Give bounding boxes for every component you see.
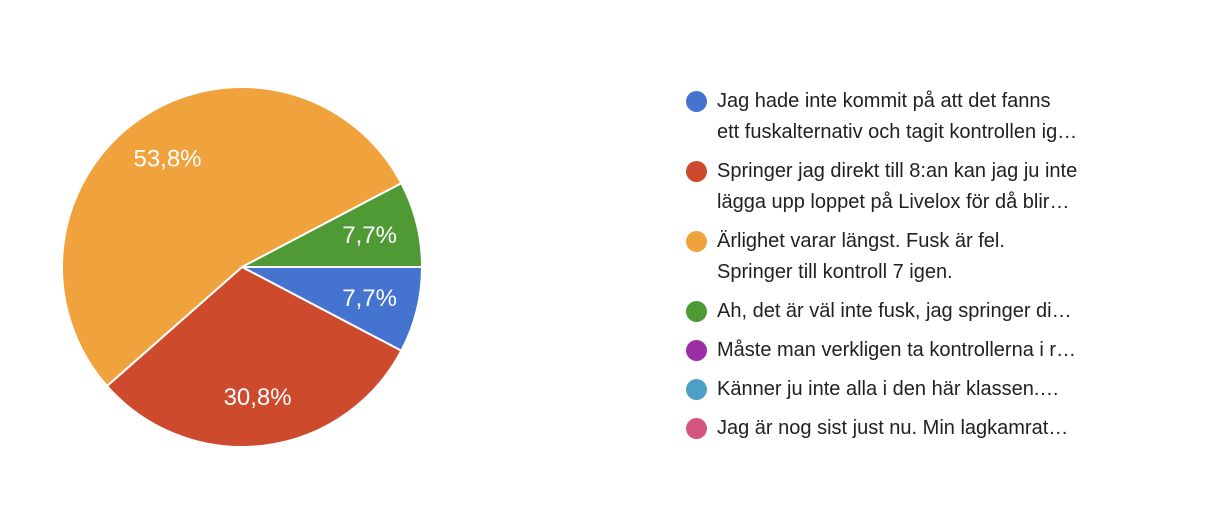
pie-slice-percent-label: 30,8%	[224, 384, 292, 411]
legend-swatch-icon	[686, 379, 707, 400]
pie-slice	[105, 266, 403, 449]
legend-item-2: Springer jag direkt till 8:an kan jag ju…	[686, 156, 1077, 218]
legend-swatch-icon	[686, 301, 707, 322]
legend-label: Ärlighet varar längst. Fusk är fel. Spri…	[717, 230, 1005, 283]
legend-item-3: Ärlighet varar längst. Fusk är fel. Spri…	[686, 226, 1077, 288]
legend-swatch-icon	[686, 231, 707, 252]
legend-label: Måste man verkligen ta kontrollerna i r…	[717, 339, 1077, 361]
legend-swatch-icon	[686, 161, 707, 182]
pie-slice-percent-label: 7,7%	[342, 285, 397, 312]
pie-slice-percent-label: 7,7%	[342, 222, 397, 249]
pie-slice	[241, 182, 423, 268]
legend-swatch-icon	[686, 340, 707, 361]
pie-slice-percent-label: 53,8%	[133, 145, 201, 172]
chart-legend: Jag hade inte kommit på att det fanns et…	[686, 86, 1077, 444]
legend-swatch-icon	[686, 418, 707, 439]
pie-chart-svg: 7,7% 30,8% 53,8% 7,7%	[61, 86, 423, 449]
legend-label: Känner ju inte alla i den här klassen.…	[717, 378, 1060, 400]
pie-slice	[61, 86, 403, 388]
legend-swatch-icon	[686, 91, 707, 112]
legend-label: Ah, det är väl inte fusk, jag springer d…	[717, 300, 1072, 322]
legend-item-1: Jag hade inte kommit på att det fanns et…	[686, 86, 1077, 148]
legend-label: Jag är nog sist just nu. Min lagkamrat…	[717, 417, 1069, 439]
legend-item-4: Ah, det är väl inte fusk, jag springer d…	[686, 296, 1077, 327]
legend-item-6: Känner ju inte alla i den här klassen.…	[686, 374, 1077, 405]
legend-item-5: Måste man verkligen ta kontrollerna i r…	[686, 335, 1077, 366]
legend-label: Springer jag direkt till 8:an kan jag ju…	[717, 160, 1078, 213]
legend-item-7: Jag är nog sist just nu. Min lagkamrat…	[686, 413, 1077, 444]
legend-label: Jag hade inte kommit på att det fanns et…	[717, 90, 1078, 143]
